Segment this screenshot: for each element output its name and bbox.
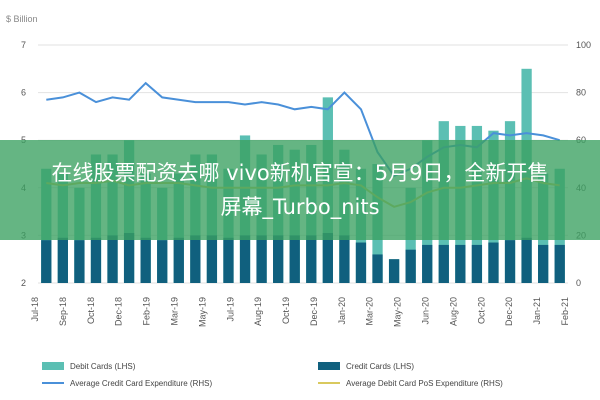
y-right-tick-label: 80 (576, 88, 586, 98)
x-tick-label: Jan-21 (532, 297, 542, 325)
credit-card-bar (372, 254, 383, 283)
credit-card-bar (504, 240, 516, 283)
x-tick-label: Dec-20 (504, 297, 514, 326)
headline-line-2: 屏幕_Turbo_nits (220, 195, 380, 219)
credit-card-bar (538, 244, 549, 283)
legend-swatch (42, 362, 64, 370)
credit-card-bar (471, 244, 483, 283)
x-tick-label: Oct-18 (86, 297, 96, 324)
x-tick-label: Feb-21 (560, 297, 570, 326)
legend-swatch (318, 362, 340, 370)
credit-card-bar (388, 259, 400, 283)
x-tick-label: Jul-18 (30, 297, 40, 322)
legend-label: Debit Cards (LHS) (70, 362, 136, 371)
credit-card-bar (123, 233, 135, 283)
credit-card-bar (57, 237, 68, 283)
credit-card-bar (289, 235, 300, 283)
x-tick-label: Dec-19 (309, 297, 319, 326)
credit-card-bar (422, 244, 433, 283)
x-tick-label: Feb-19 (142, 297, 152, 326)
credit-card-bar (521, 237, 532, 283)
x-tick-label: Sep-18 (58, 297, 68, 326)
credit-card-bar (157, 240, 168, 283)
credit-card-bar (405, 249, 416, 283)
y-right-tick-label: 0 (576, 278, 581, 288)
y-left-tick-label: 6 (21, 88, 26, 98)
credit-card-bar (239, 235, 251, 283)
credit-card-bar (488, 242, 499, 283)
credit-card-bar (256, 235, 267, 283)
x-tick-label: Jun-20 (421, 297, 431, 325)
credit-card-bar (322, 233, 333, 283)
credit-card-bar (355, 242, 367, 283)
credit-card-bar (273, 235, 284, 283)
credit-card-bar (107, 235, 118, 283)
x-tick-label: Dec-18 (114, 297, 124, 326)
x-tick-label: Aug-19 (253, 297, 263, 326)
legend: Debit Cards (LHS) Credit Cards (LHS) Avera… (42, 362, 503, 388)
x-tick-label: Mar-20 (365, 297, 375, 326)
x-tick-label: May-19 (197, 297, 207, 327)
headline-line-1: 在线股票配资去哪 vivo新机官宣：5月9日，全新开售 (51, 161, 549, 185)
credit-card-bar (438, 244, 449, 283)
x-tick-label: Jul-19 (225, 297, 235, 322)
x-tick-label: Oct-19 (281, 297, 291, 324)
legend-label: Average Debit Card PoS Expenditure (RHS) (346, 379, 503, 388)
x-tick-labels: Jul-18 Sep-18 Oct-18 Dec-18 Feb-19 Mar-19 May-… (30, 297, 570, 327)
headline-banner[interactable]: 在线股票配资去哪 vivo新机官宣：5月9日，全新开售 屏幕_Turbo_nit… (0, 140, 600, 240)
x-tick-label: Jan-20 (337, 297, 347, 325)
credit-card-bar (41, 240, 52, 283)
credit-card-bar (140, 237, 151, 283)
credit-card-bar (173, 237, 184, 283)
y-right-tick-label: 100 (576, 40, 591, 50)
credit-card-bar (554, 244, 565, 283)
y-left-axis-label: $ Billion (6, 14, 38, 24)
credit-card-bar (74, 240, 85, 283)
credit-card-bar (223, 237, 234, 283)
credit-card-bar (190, 235, 201, 283)
credit-card-bar (90, 237, 102, 283)
x-tick-label: Oct-20 (476, 297, 486, 324)
legend-label: Credit Cards (LHS) (346, 362, 414, 371)
y-left-tick-label: 2 (21, 278, 26, 288)
credit-card-bars (41, 233, 565, 283)
x-tick-label: Aug-20 (448, 297, 458, 326)
credit-card-bar (339, 235, 350, 283)
y-left-tick-label: 7 (21, 40, 26, 50)
x-tick-label: Mar-19 (169, 297, 179, 326)
legend-label: Average Credit Card Expenditure (RHS) (70, 379, 212, 388)
credit-card-bar (306, 235, 317, 283)
credit-card-bar (206, 235, 218, 283)
x-tick-label: May-20 (393, 297, 403, 327)
credit-card-bar (455, 244, 466, 283)
